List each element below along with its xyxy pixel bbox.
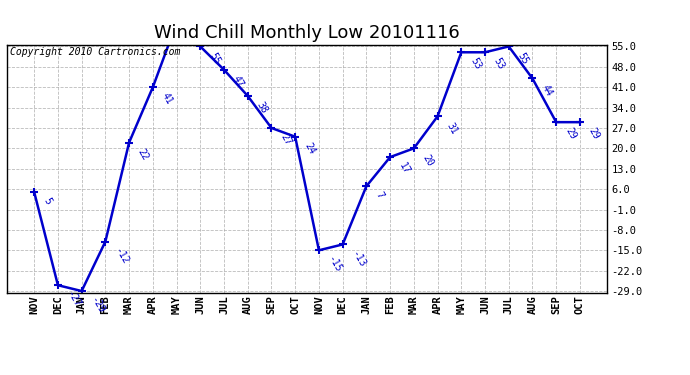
Text: -15: -15 — [326, 255, 344, 275]
Text: 17: 17 — [397, 161, 411, 177]
Text: 53: 53 — [492, 57, 506, 72]
Title: Wind Chill Monthly Low 20101116: Wind Chill Monthly Low 20101116 — [154, 24, 460, 42]
Text: 20: 20 — [421, 153, 435, 168]
Text: -13: -13 — [350, 249, 367, 269]
Text: -29: -29 — [88, 295, 106, 315]
Text: 63: 63 — [0, 374, 1, 375]
Text: 41: 41 — [160, 92, 175, 106]
Text: 47: 47 — [231, 74, 246, 89]
Text: 29: 29 — [563, 126, 578, 141]
Text: 31: 31 — [444, 120, 459, 136]
Text: 29: 29 — [587, 126, 602, 141]
Text: Copyright 2010 Cartronics.com: Copyright 2010 Cartronics.com — [10, 48, 180, 57]
Text: 5: 5 — [41, 196, 52, 206]
Text: 24: 24 — [302, 141, 317, 156]
Text: 7: 7 — [373, 190, 385, 201]
Text: 55: 55 — [515, 51, 530, 66]
Text: 27: 27 — [278, 132, 293, 147]
Text: 22: 22 — [136, 147, 150, 162]
Text: -27: -27 — [65, 290, 82, 310]
Text: -12: -12 — [112, 246, 130, 266]
Text: 44: 44 — [540, 82, 554, 98]
Text: 38: 38 — [255, 100, 269, 115]
Text: 55: 55 — [207, 51, 221, 66]
Text: 53: 53 — [469, 57, 483, 72]
